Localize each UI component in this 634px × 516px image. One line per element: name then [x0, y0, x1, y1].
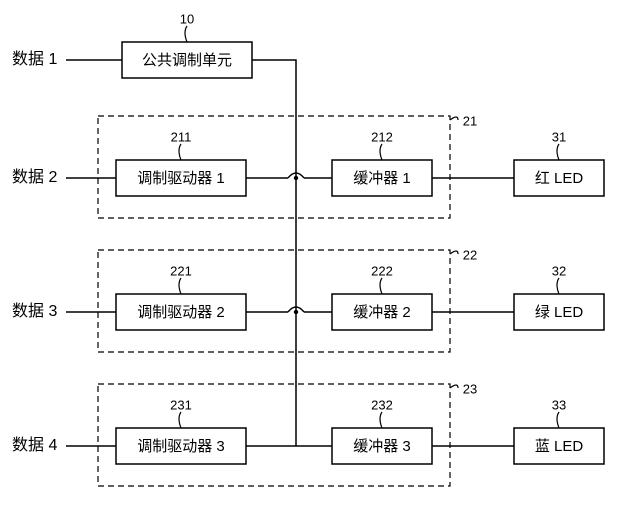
driver-1-label: 调制驱动器 1	[137, 170, 225, 187]
led-red-label: 红 LED	[535, 170, 584, 187]
ref-33: 33	[552, 397, 566, 412]
vertical-bus	[252, 60, 296, 446]
ref-31: 31	[552, 129, 566, 144]
ref-231: 231	[170, 397, 192, 412]
data2-label: 数据 2	[12, 168, 57, 186]
ref-23: 23	[463, 381, 477, 396]
ref-232: 232	[371, 397, 393, 412]
buffer-3-label: 缓冲器 3	[353, 438, 411, 455]
driver-2-label: 调制驱动器 2	[137, 304, 225, 321]
driver-3-label: 调制驱动器 3	[137, 438, 225, 455]
ref-211: 211	[171, 129, 192, 144]
data1-label: 数据 1	[12, 50, 57, 68]
buffer-1-label: 缓冲器 1	[353, 170, 411, 187]
ref-10: 10	[180, 11, 194, 26]
ref-212: 212	[371, 129, 393, 144]
ref-32: 32	[552, 263, 566, 278]
common-mod-unit-label: 公共调制单元	[142, 52, 232, 69]
data3-label: 数据 3	[12, 302, 57, 320]
buffer-2-label: 缓冲器 2	[353, 304, 411, 321]
group-22	[98, 250, 450, 352]
diagram: 数据 1 数据 2 数据 3 数据 4 公共调制单元 10 21 调制驱动器 1 211 缓冲器 …	[0, 0, 634, 516]
data4-label: 数据 4	[12, 436, 57, 454]
led-blue-label: 蓝 LED	[535, 438, 584, 455]
group-23	[98, 384, 450, 486]
ref-21: 21	[463, 113, 477, 128]
led-green-label: 绿 LED	[535, 304, 584, 321]
group-21	[98, 116, 450, 218]
ref-221: 221	[170, 263, 192, 278]
ref-22: 22	[463, 247, 477, 262]
ref-222: 222	[371, 263, 393, 278]
